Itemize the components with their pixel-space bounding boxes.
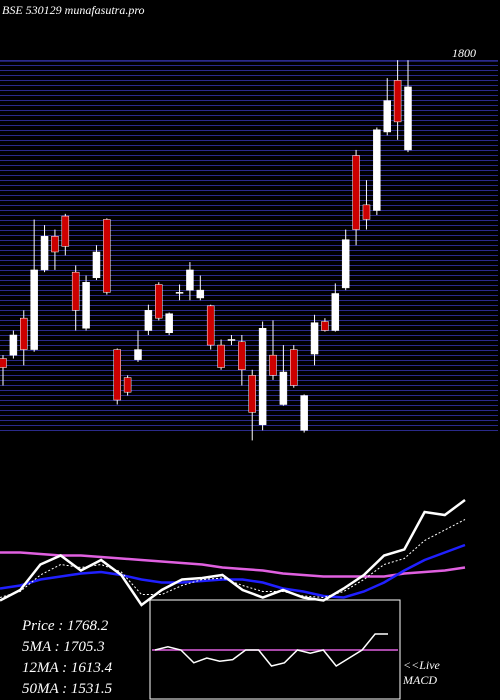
- candle-body: [269, 354, 277, 376]
- candle-body: [404, 86, 412, 151]
- candle-body: [113, 349, 121, 401]
- stat-label: Price : 1768.2: [21, 618, 109, 634]
- candle-body: [258, 328, 267, 425]
- candle-body: [92, 251, 101, 279]
- candle-body: [144, 310, 153, 331]
- candle-body: [352, 155, 360, 230]
- candle-body: [186, 269, 194, 291]
- candle-body: [279, 371, 288, 405]
- candle-body: [290, 349, 298, 386]
- candle-body: [383, 100, 391, 133]
- candle-body: [82, 282, 90, 329]
- candle-body: [103, 219, 111, 293]
- candle-body: [321, 321, 329, 331]
- macd-label: <<Live: [403, 658, 441, 672]
- candle-body: [248, 375, 256, 413]
- candle-body: [155, 284, 163, 319]
- candle-body: [373, 129, 381, 211]
- chart-title: BSE 530129 munafasutra.pro: [2, 3, 145, 17]
- candle-body: [0, 358, 7, 368]
- stat-label: 12MA : 1613.4: [22, 660, 113, 676]
- price-levels: [0, 60, 498, 432]
- stat-label: 50MA : 1531.5: [22, 681, 113, 697]
- ma-line: [0, 498, 466, 607]
- stat-label: 5MA : 1705.3: [22, 639, 105, 655]
- macd-line: [154, 633, 388, 667]
- candle-body: [331, 293, 340, 331]
- ma-line: [0, 543, 466, 599]
- ma-line: [0, 551, 466, 578]
- candle-body: [134, 349, 142, 360]
- candle-body: [123, 377, 132, 393]
- candle-body: [206, 305, 215, 346]
- candle-body: [196, 289, 205, 299]
- macd-box: [149, 599, 401, 700]
- candle-body: [20, 317, 28, 350]
- macd-label: MACD: [402, 673, 437, 687]
- candle-body: [310, 322, 319, 355]
- candle-body: [300, 395, 308, 431]
- candle-body: [175, 292, 184, 294]
- candle-body: [165, 313, 173, 333]
- candle-body: [238, 341, 246, 371]
- candle-body: [227, 339, 236, 341]
- candle-body: [51, 236, 59, 253]
- candle-body: [9, 334, 18, 356]
- candle-body: [30, 269, 38, 350]
- candle-body: [40, 236, 49, 271]
- candle-body: [362, 204, 371, 220]
- candle-body: [393, 80, 402, 123]
- candle-body: [71, 271, 80, 311]
- candle-body: [217, 344, 225, 368]
- candle-body: [61, 215, 70, 247]
- candle-body: [341, 239, 350, 289]
- y-tick-label: 1800: [452, 46, 476, 60]
